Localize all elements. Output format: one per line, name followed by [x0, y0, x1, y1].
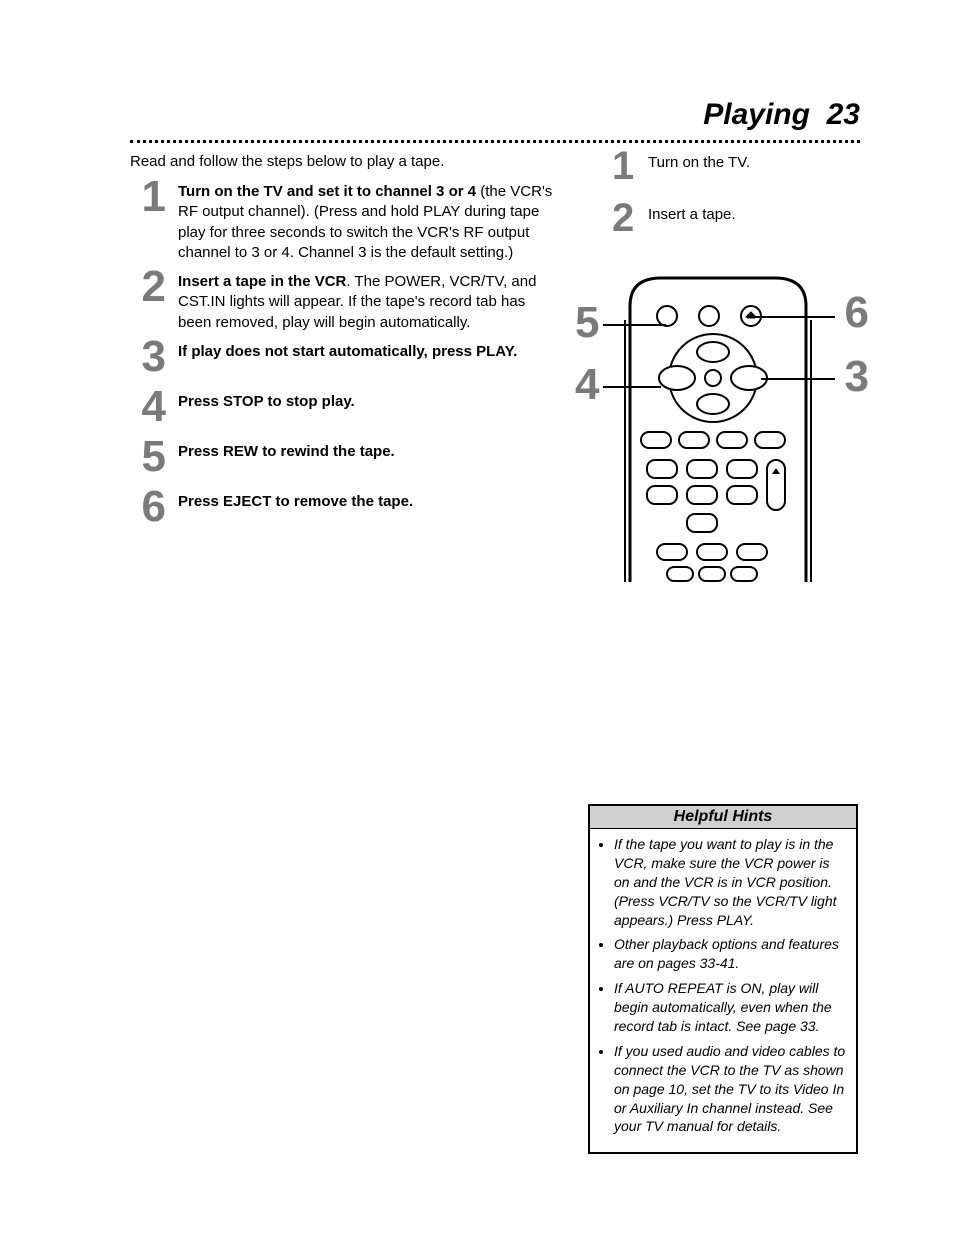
page-number: 23 [827, 98, 860, 131]
quick-step-text: Turn on the TV. [648, 154, 848, 171]
step-2: 2 Insert a tape in the VCR. The POWER, V… [130, 272, 560, 345]
intro-text: Read and follow the steps below to play … [130, 152, 560, 172]
step-3: 3 If play does not start automatically, … [130, 342, 560, 374]
callout-5: 5 [575, 298, 599, 348]
helpful-hints-title: Helpful Hints [590, 806, 856, 829]
step-number: 3 [126, 332, 166, 382]
callout-line [603, 324, 666, 326]
hint-item: If you used audio and video cables to co… [614, 1042, 846, 1136]
step-text: Press REW to rewind the tape. [178, 442, 560, 462]
step-text: Insert a tape in the VCR. The POWER, VCR… [178, 272, 560, 333]
step-text: If play does not start automatically, pr… [178, 342, 560, 362]
step-6: 6 Press EJECT to remove the tape. [130, 492, 560, 524]
hint-item: Other playback options and features are … [614, 935, 846, 973]
quick-step-number: 2 [612, 196, 640, 241]
step-text: Turn on the TV and set it to channel 3 o… [178, 182, 560, 263]
step-5: 5 Press REW to rewind the tape. [130, 442, 560, 474]
helpful-hints-box: Helpful Hints If the tape you want to pl… [588, 804, 858, 1154]
quick-step-text: Insert a tape. [648, 206, 848, 223]
section-title: Playing [703, 98, 810, 131]
callout-4: 4 [575, 360, 599, 410]
helpful-hints-body: If the tape you want to play is in the V… [590, 829, 856, 1152]
remote-svg [575, 262, 865, 592]
step-1: 1 Turn on the TV and set it to channel 3… [130, 182, 560, 275]
callout-line [761, 378, 835, 380]
step-number: 5 [126, 432, 166, 482]
step-text: Press STOP to stop play. [178, 392, 560, 412]
hint-item: If the tape you want to play is in the V… [614, 835, 846, 929]
remote-diagram: 5 4 6 3 [575, 262, 865, 582]
callout-6: 6 [845, 288, 869, 338]
page-title: Playing 23 [703, 98, 860, 132]
quick-step-number: 1 [612, 144, 640, 189]
callout-line [603, 386, 661, 388]
manual-page: Playing 23 Read and follow the steps bel… [0, 0, 954, 1235]
step-number: 1 [126, 172, 166, 222]
callout-3: 3 [845, 352, 869, 402]
step-number: 2 [126, 262, 166, 312]
step-number: 4 [126, 382, 166, 432]
callout-line [755, 316, 835, 318]
header-rule [130, 140, 860, 143]
step-number: 6 [126, 482, 166, 532]
step-4: 4 Press STOP to stop play. [130, 392, 560, 424]
hint-item: If AUTO REPEAT is ON, play will begin au… [614, 979, 846, 1036]
step-text: Press EJECT to remove the tape. [178, 492, 560, 512]
